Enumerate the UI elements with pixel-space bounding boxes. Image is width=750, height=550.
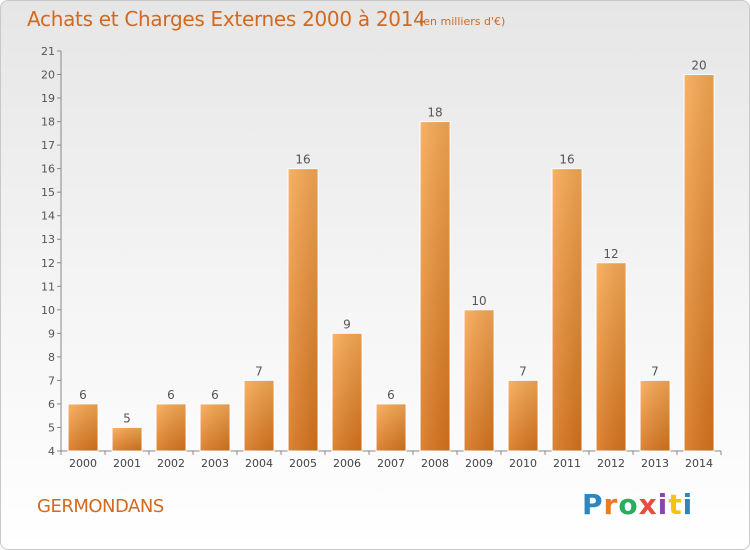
bar-value-label: 20: [691, 59, 706, 73]
x-tick-label: 2004: [245, 457, 273, 470]
bar-shade: [596, 262, 626, 451]
bar-shade: [640, 380, 670, 451]
bar-value-label: 12: [603, 247, 618, 261]
y-axis-ticks: 4 5 6 7 8 9 10 11 12 13 14 15 16 17 18 19 20 21: [41, 45, 61, 458]
x-tick-label: 2002: [157, 457, 185, 470]
y-tick-label: 15: [41, 186, 55, 199]
logo-letter: x: [638, 488, 658, 521]
x-tick-label: 2012: [597, 457, 625, 470]
y-tick-label: 11: [41, 280, 55, 293]
bar-value-label: 6: [79, 388, 87, 402]
y-tick-label: 21: [41, 45, 55, 58]
bar-value-label: 9: [343, 317, 351, 331]
bar-shade: [288, 168, 318, 451]
proxiti-logo: Proxiti: [582, 488, 693, 521]
bar-shade: [156, 403, 186, 451]
bar-shade: [552, 168, 582, 451]
y-tick-label: 14: [41, 210, 55, 223]
x-tick-label: 2001: [113, 457, 141, 470]
commune-name: GERMONDANS: [37, 496, 164, 517]
bar-value-label: 6: [211, 388, 219, 402]
bar-value-label: 18: [427, 106, 442, 120]
x-tick-label: 2008: [421, 457, 449, 470]
bar-value-label: 7: [255, 364, 263, 378]
logo-letter: i: [657, 488, 669, 521]
bar-value-label: 7: [519, 364, 527, 378]
bar-value-label: 16: [295, 153, 310, 167]
x-tick-label: 2000: [69, 457, 97, 470]
x-tick-label: 2013: [641, 457, 669, 470]
bar-value-label: 16: [559, 153, 574, 167]
y-tick-label: 20: [41, 69, 55, 82]
bars-group: 6 5 6 6 7 16 9 6 18 10 7 16 12 7 20: [67, 59, 715, 452]
chart-subtitle: (en milliers d'€): [419, 15, 506, 28]
y-tick-label: 8: [48, 351, 55, 364]
x-tick-label: 2011: [553, 457, 581, 470]
y-tick-label: 6: [48, 398, 55, 411]
x-tick-label: 2005: [289, 457, 317, 470]
y-tick-label: 10: [41, 304, 55, 317]
bar-value-label: 10: [471, 294, 486, 308]
x-tick-label: 2003: [201, 457, 229, 470]
y-tick-label: 9: [48, 327, 55, 340]
y-tick-label: 5: [48, 421, 55, 434]
x-tick-label: 2010: [509, 457, 537, 470]
x-tick-label: 2009: [465, 457, 493, 470]
y-tick-label: 4: [48, 445, 55, 458]
y-tick-label: 17: [41, 139, 55, 152]
bar-shade: [112, 427, 142, 451]
logo-letter: o: [618, 488, 639, 521]
bar-shade: [332, 333, 362, 451]
bar-shade: [244, 380, 274, 451]
y-tick-label: 18: [41, 116, 55, 129]
bar-shade: [376, 403, 406, 451]
x-tick-label: 2014: [685, 457, 713, 470]
y-tick-label: 16: [41, 163, 55, 176]
logo-letter: i: [682, 488, 694, 521]
bar-value-label: 5: [123, 411, 131, 425]
logo-letter: P: [582, 488, 604, 521]
x-tick-label: 2006: [333, 457, 361, 470]
chart-title: Achats et Charges Externes 2000 à 2014: [27, 7, 426, 31]
y-tick-label: 12: [41, 257, 55, 270]
bar-shade: [68, 403, 98, 451]
x-tick-label: 2007: [377, 457, 405, 470]
y-tick-label: 7: [48, 374, 55, 387]
bar-shade: [464, 309, 494, 451]
bar-shade: [420, 121, 450, 452]
bar-shade: [508, 380, 538, 451]
x-axis-labels: 2000 2001 2002 2003 2004 2005 2006 2007 2008 2009…: [60, 451, 722, 470]
bar-shade: [684, 74, 714, 451]
logo-letter: t: [668, 488, 683, 521]
y-tick-label: 13: [41, 233, 55, 246]
bar-value-label: 7: [651, 364, 659, 378]
logo-letter: r: [603, 488, 619, 521]
y-tick-label: 19: [41, 92, 55, 105]
bar-value-label: 6: [387, 388, 395, 402]
bar-value-label: 6: [167, 388, 175, 402]
bar-shade: [200, 403, 230, 451]
